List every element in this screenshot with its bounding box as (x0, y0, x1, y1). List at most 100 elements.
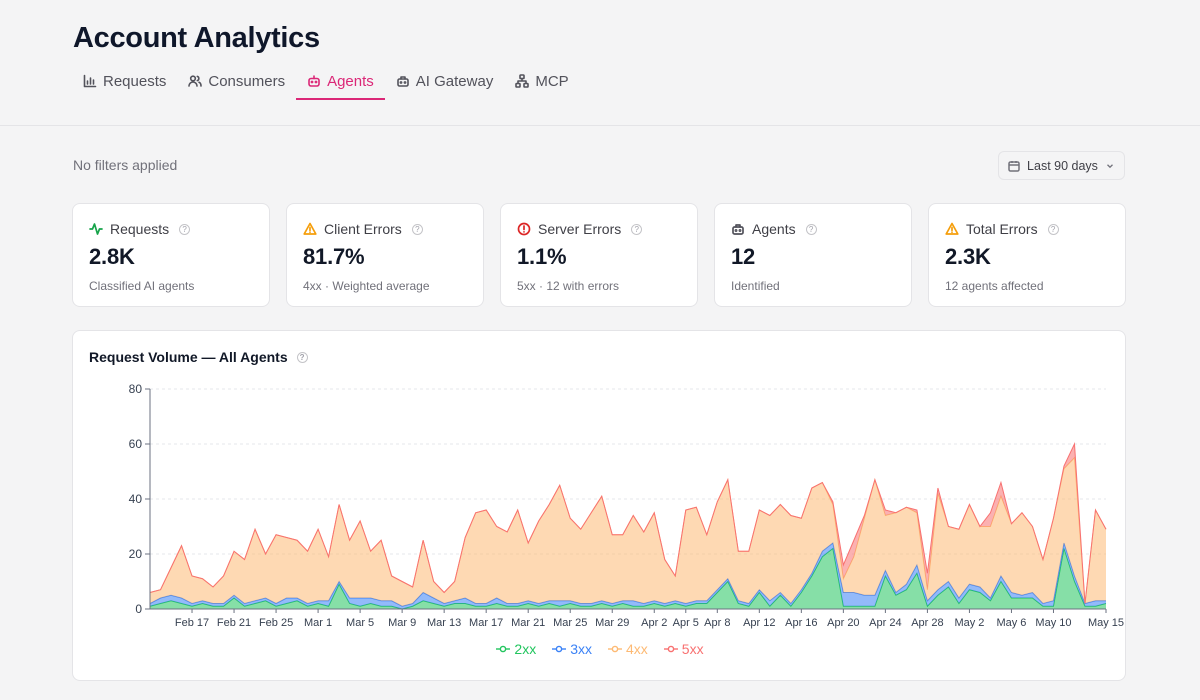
legend-marker-icon (496, 645, 511, 653)
legend-marker-icon (663, 645, 678, 653)
card-value: 81.7% (303, 244, 365, 269)
x-tick-label: May 15 (1088, 617, 1124, 629)
series-area-2xx (150, 548, 1106, 609)
x-tick-label: Feb 17 (175, 617, 209, 629)
x-tick-label: Apr 8 (704, 617, 730, 629)
card-title: Client Errors (324, 221, 402, 237)
x-tick-label: May 2 (954, 617, 984, 629)
help-icon[interactable]: ? (411, 223, 423, 235)
gateway-icon (396, 76, 409, 87)
card-value: 1.1% (517, 244, 567, 269)
x-tick-label: Mar 29 (595, 617, 629, 629)
chart-title: Request Volume — All Agents ? (89, 349, 308, 365)
legend-marker-icon (608, 645, 622, 653)
card-title: Requests (110, 221, 170, 237)
card-subtitle: 4xx · Weighted average (303, 279, 430, 293)
x-tick-label: Apr 16 (785, 617, 817, 629)
tab-label: Agents (327, 72, 374, 90)
x-tick-label: Apr 24 (869, 617, 901, 629)
tab-ai-gateway[interactable]: AI Gateway (385, 62, 505, 100)
x-tick-label: Mar 9 (388, 617, 416, 629)
chart-title-text: Request Volume — All Agents (89, 349, 288, 365)
card-title: Server Errors (538, 221, 622, 237)
y-tick-label: 0 (135, 602, 142, 616)
y-tick-label: 80 (129, 382, 143, 396)
y-tick-label: 40 (129, 492, 143, 506)
x-tick-label: Mar 17 (469, 617, 503, 629)
alert-circle-icon (517, 222, 531, 236)
x-tick-label: Mar 13 (427, 617, 461, 629)
card-client-errors: Client Errors ? 81.7% 4xx · Weighted ave… (286, 203, 484, 307)
calendar-icon (1008, 160, 1020, 172)
activity-icon (89, 223, 103, 235)
x-tick-label: Mar 5 (346, 617, 374, 629)
x-tick-label: Mar 21 (511, 617, 545, 629)
card-value: 2.8K (89, 244, 135, 269)
tab-label: Requests (103, 72, 167, 90)
legend-label: 2xx (514, 641, 537, 657)
legend-item-4xx[interactable]: 4xx (608, 641, 648, 657)
x-tick-label: May 10 (1035, 617, 1071, 629)
card-subtitle: 5xx · 12 with errors (517, 279, 620, 293)
legend-label: 4xx (626, 641, 648, 657)
tab-mcp[interactable]: MCP (504, 62, 579, 100)
legend-marker-icon (552, 645, 567, 653)
network-icon (515, 74, 530, 88)
page-title: Account Analytics (73, 22, 320, 54)
card-title: Agents (752, 221, 796, 237)
legend-item-5xx[interactable]: 5xx (663, 641, 704, 657)
legend-item-2xx[interactable]: 2xx (496, 641, 536, 657)
request-volume-chart-card: 0 20 40 60 80 Feb 17 Feb 21 Feb 25 Mar 1 Mar 5 Mar… (72, 330, 1126, 681)
date-range-dropdown[interactable]: Last 90 days (998, 151, 1125, 180)
series-line-5xx (149, 442, 1107, 604)
x-tick-label: May 6 (996, 617, 1026, 629)
request-volume-chart[interactable]: 0 20 40 60 80 Feb 17 Feb 21 Feb 25 Mar 1 Mar 5 Mar… (73, 331, 1127, 631)
card-server-errors: Server Errors ? 1.1% 5xx · 12 with error… (500, 203, 698, 307)
help-icon[interactable]: ? (631, 223, 643, 235)
x-tick-label: Apr 28 (911, 617, 943, 629)
date-range-label: Last 90 days (1027, 158, 1098, 173)
tab-label: AI Gateway (415, 72, 494, 90)
y-tick-label: 20 (129, 547, 143, 561)
legend-label: 3xx (570, 641, 592, 657)
y-tick-label: 60 (129, 437, 143, 451)
card-value: 12 (731, 244, 756, 269)
chevron-down-icon (1106, 163, 1113, 168)
tab-agents[interactable]: Agents (296, 62, 385, 100)
legend-item-3xx[interactable]: 3xx (552, 641, 592, 657)
x-tick-label: Apr 2 (641, 617, 667, 629)
tab-bar: Requests Consumers Agents AI Gateway MCP (72, 62, 580, 100)
chart-legend: 2xx 3xx 4xx 5xx (73, 641, 1127, 657)
x-tick-label: Feb 21 (217, 617, 251, 629)
card-subtitle: Identified (731, 279, 780, 293)
card-value: 2.3K (945, 244, 991, 269)
x-tick-label: Apr 12 (743, 617, 775, 629)
help-icon[interactable]: ? (1047, 223, 1059, 235)
tab-requests[interactable]: Requests (72, 62, 177, 100)
card-title: Total Errors (966, 221, 1038, 237)
help-icon[interactable]: ? (296, 351, 308, 363)
users-icon (188, 75, 203, 87)
x-tick-label: Mar 1 (304, 617, 332, 629)
x-tick-label: Feb 25 (259, 617, 293, 629)
warning-icon (303, 222, 317, 235)
stat-cards: Requests ? 2.8K Classified AI agents Cli… (72, 203, 1126, 307)
help-icon[interactable]: ? (805, 223, 817, 235)
bar-chart-icon (83, 74, 97, 88)
tab-consumers[interactable]: Consumers (177, 62, 296, 100)
filters-status: No filters applied (73, 157, 178, 173)
card-total-errors: Total Errors ? 2.3K 12 agents affected (928, 203, 1126, 307)
card-requests: Requests ? 2.8K Classified AI agents (72, 203, 270, 307)
help-icon[interactable]: ? (179, 223, 191, 235)
series-area-4xx (150, 457, 1106, 607)
card-subtitle: 12 agents affected (945, 279, 1044, 293)
card-agents: Agents ? 12 Identified (714, 203, 912, 307)
series-area-3xx (150, 543, 1106, 609)
warning-icon (945, 222, 959, 235)
tab-label: MCP (535, 72, 569, 90)
bot-icon (732, 224, 744, 235)
x-tick-label: Apr 20 (827, 617, 859, 629)
legend-label: 5xx (681, 641, 704, 657)
x-tick-label: Mar 25 (553, 617, 587, 629)
bot-icon (308, 75, 320, 87)
